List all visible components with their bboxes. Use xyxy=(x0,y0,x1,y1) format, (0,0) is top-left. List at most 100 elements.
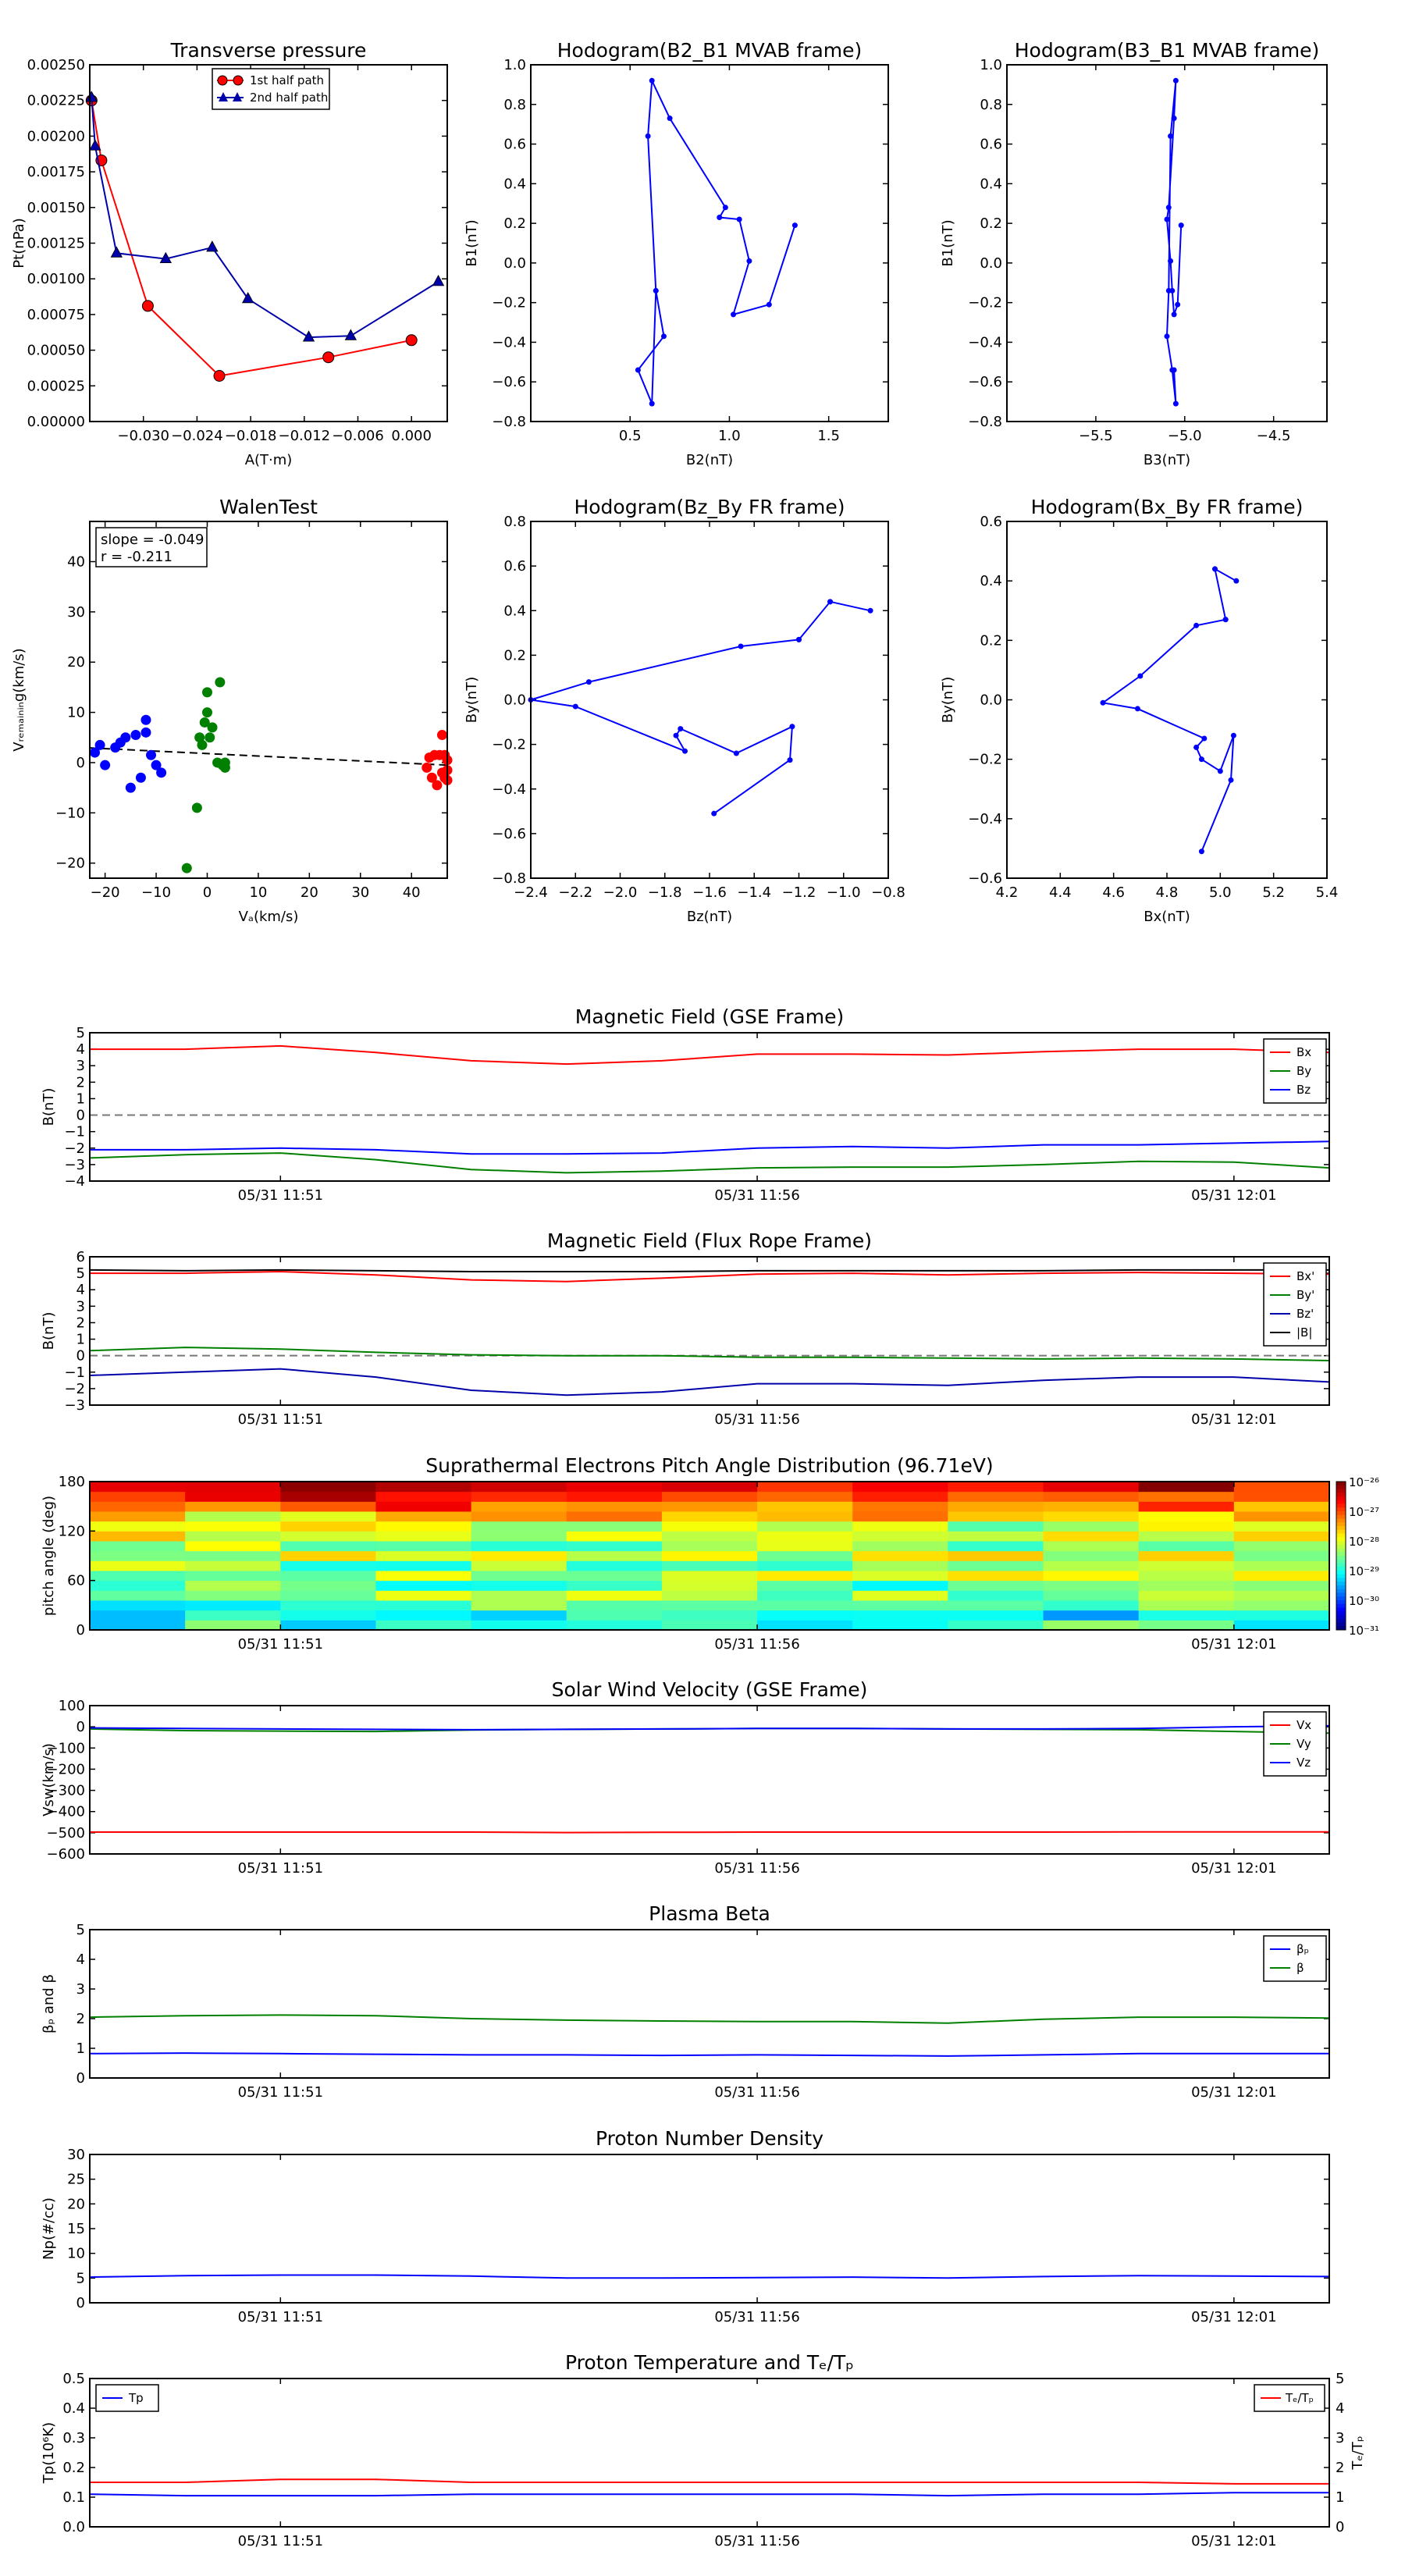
heatmap-cell xyxy=(1043,1560,1140,1571)
colorbar-cell xyxy=(1336,1489,1346,1493)
series-line-2 xyxy=(90,1140,1330,1155)
y-tick-label: −3 xyxy=(64,1397,85,1414)
x-tick-label: 05/31 11:51 xyxy=(238,2309,323,2325)
heatmap-cell xyxy=(280,1571,376,1582)
heatmap-cell xyxy=(375,1560,472,1571)
colorbar-frame xyxy=(1336,1481,1346,1631)
heatmap-cell xyxy=(375,1491,472,1502)
y-tick-label: 0.00025 xyxy=(27,378,85,394)
heatmap-cell xyxy=(471,1580,567,1591)
x-axis-label: A(T·m) xyxy=(245,452,293,468)
heatmap-cell xyxy=(280,1511,376,1522)
x-tick-label: 1.0 xyxy=(718,428,741,444)
legend-box xyxy=(1263,1935,1327,1982)
colorbar-cell xyxy=(1336,1482,1346,1486)
heatmap-cell xyxy=(185,1541,281,1552)
series-1 xyxy=(181,677,230,873)
annotation-box xyxy=(95,527,208,568)
y-tick-label: 2 xyxy=(76,2011,85,2027)
heatmap-cell xyxy=(757,1571,853,1582)
heatmap-cell xyxy=(566,1620,663,1631)
heatmap-cells xyxy=(90,1482,1330,1631)
heatmap-cell xyxy=(1138,1571,1235,1582)
heatmap-cell xyxy=(948,1590,1044,1601)
y-tick-label: −500 xyxy=(47,1825,85,1841)
legend-label: βₚ xyxy=(1297,1942,1309,1956)
y-tick-label: −0.2 xyxy=(492,295,526,311)
panel-title: Hodogram(Bz_By FR frame) xyxy=(574,496,845,518)
y-tick-label: 0.5 xyxy=(62,2371,85,2387)
heatmap-cell xyxy=(1233,1571,1330,1582)
colorbar-cell xyxy=(1336,1533,1346,1538)
heatmap-cell xyxy=(1138,1560,1235,1571)
heatmap-cell xyxy=(375,1501,472,1512)
x-tick-label: 4.8 xyxy=(1156,884,1179,901)
fit-line xyxy=(89,747,448,767)
x-tick-label: −1.8 xyxy=(648,884,682,901)
y-tick-label: −0.4 xyxy=(968,334,1002,350)
colorbar-cell xyxy=(1336,1500,1346,1504)
data-point xyxy=(1175,301,1181,308)
colorbar-tick-label: 10⁻³¹ xyxy=(1349,1624,1379,1638)
data-point xyxy=(156,767,167,778)
plot-frame xyxy=(89,1929,1330,2079)
legend-label: Bz' xyxy=(1297,1307,1314,1321)
series-0 xyxy=(1100,566,1240,855)
y-tick-label: 0.4 xyxy=(980,573,1002,589)
heatmap-cell xyxy=(90,1531,186,1542)
y-tick-label: 3 xyxy=(76,1981,85,1998)
colorbar-cell xyxy=(1336,1563,1346,1567)
legend-label: Vz xyxy=(1297,1756,1311,1770)
x-tick-label: 05/31 12:01 xyxy=(1191,1411,1276,1428)
heatmap-cell xyxy=(1043,1491,1140,1502)
heatmap-cell xyxy=(1043,1590,1140,1601)
legend-label: By' xyxy=(1297,1288,1314,1302)
scatter-panel-0: Transverse pressure−0.030 −0.024 −0.018 −0.… xyxy=(11,39,448,468)
heatmap-cell xyxy=(566,1600,663,1611)
y-tick-label: 0.0 xyxy=(503,692,526,709)
y-axis-label: Pt(nPa) xyxy=(11,218,27,268)
colorbar-cell xyxy=(1336,1622,1346,1627)
data-point xyxy=(159,251,172,264)
data-point xyxy=(649,400,655,407)
data-point xyxy=(110,246,123,258)
panel-title: Hodogram(B3_B1 MVAB frame) xyxy=(1015,39,1320,62)
x-tick-label: 5.0 xyxy=(1209,884,1232,901)
y-tick-label: −100 xyxy=(47,1740,85,1756)
x-tick-label: 5.2 xyxy=(1262,884,1285,901)
data-point xyxy=(219,762,230,773)
heatmap-cell xyxy=(375,1571,472,1582)
panel-title: Solar Wind Velocity (GSE Frame) xyxy=(552,1678,868,1701)
panel-title: Proton Number Density xyxy=(596,2127,823,2150)
series-line xyxy=(1101,567,1237,852)
data-point xyxy=(1137,673,1144,679)
x-axis-label: B2(nT) xyxy=(686,452,733,468)
heatmap-cell xyxy=(185,1501,281,1512)
x-tick-label: 05/31 12:01 xyxy=(1191,1187,1276,1204)
x-tick-label: 0.5 xyxy=(619,428,642,444)
plot-frame xyxy=(89,1032,1330,1182)
plot-frame xyxy=(1006,521,1328,879)
y-tick-label: −0.8 xyxy=(492,870,526,887)
colorbar-cell xyxy=(1336,1559,1346,1564)
x-tick-label: 05/31 11:51 xyxy=(238,1411,323,1428)
y-tick-label: 1 xyxy=(76,1332,85,1348)
data-point xyxy=(645,133,651,139)
heatmap-cell xyxy=(185,1511,281,1522)
colorbar-cell xyxy=(1336,1522,1346,1527)
colorbar-cell xyxy=(1336,1626,1346,1631)
series-0 xyxy=(85,94,418,382)
y2-tick-label: 2 xyxy=(1336,2460,1344,2476)
y-tick-label: 0 xyxy=(76,2070,85,2087)
heatmap-cell xyxy=(1043,1511,1140,1522)
plot-frame xyxy=(530,521,889,879)
colorbar-cell xyxy=(1336,1493,1346,1497)
x-tick-label: −2.2 xyxy=(558,884,592,901)
data-point xyxy=(215,677,226,688)
x-tick-label: −2.4 xyxy=(514,884,548,901)
y-tick-label: 0.2 xyxy=(503,647,526,664)
y-tick-label: 0.2 xyxy=(980,215,1002,232)
heatmap-cell xyxy=(1043,1541,1140,1552)
heatmap-cell xyxy=(471,1541,567,1552)
colorbar-cell xyxy=(1336,1611,1346,1616)
